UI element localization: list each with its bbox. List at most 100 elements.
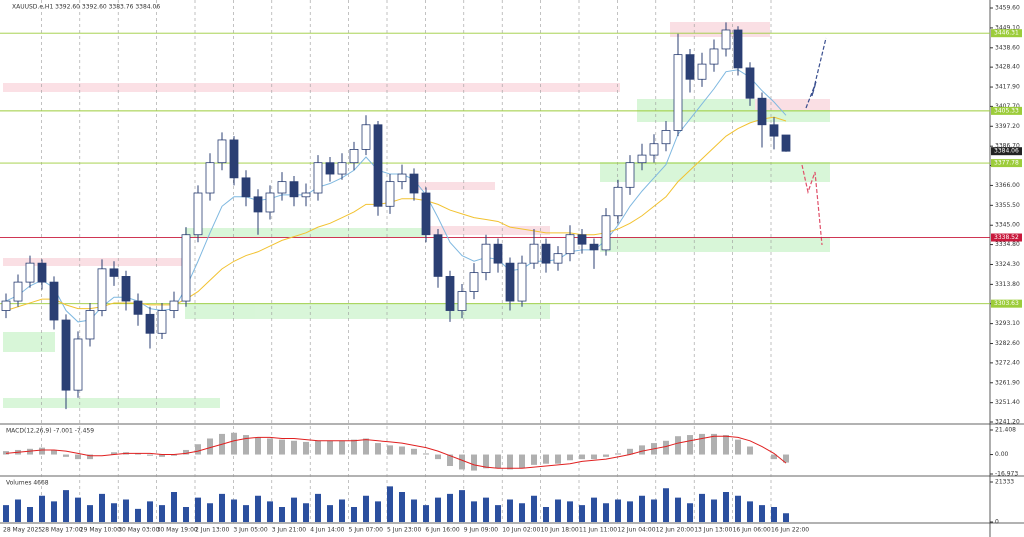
macd-bar [291,440,297,455]
macd-bar [27,448,33,455]
macd-bar [447,454,453,467]
x-tick-label: 11 Jun 11:00 [579,527,617,534]
volume-bar [195,497,201,522]
y-tick-label: 3293.10 [995,320,1020,327]
volume-bar [567,501,573,522]
volume-bar [111,503,117,522]
volume-bar [675,497,681,522]
volume-bar [687,503,693,522]
volume-bar [123,499,129,522]
volume-bar [783,513,789,522]
volume-bar [627,501,633,522]
volume-bar [711,499,717,522]
level-label-box [991,159,1022,168]
x-tick-label: 9 Jun 09:00 [464,527,498,534]
candle-body [229,139,239,179]
candle-body [637,154,647,164]
candle-body [457,291,467,311]
volume-bar [315,493,321,522]
level-label-box [991,29,1022,38]
macd-bar [747,446,753,455]
candle-body [421,192,431,236]
projection-up [805,37,827,109]
macd-bar [531,454,537,465]
volume-bar [495,505,501,522]
candle-body [169,300,179,311]
price-label-box [991,147,1022,156]
macd-bar [339,440,345,455]
candle-body [661,130,671,145]
x-tick-label: 3 Jun 21:00 [272,527,306,534]
x-tick-label: 5 Jun 23:00 [387,527,421,534]
macd-bar [567,454,573,461]
x-tick-label: 10 Jun 02:00 [502,527,540,534]
volume-bar [579,505,585,522]
macd-signal [5,435,787,469]
volume-bar [51,501,57,522]
volume-bar [363,495,369,522]
x-tick-label: 30 May 19:00 [157,527,198,534]
volume-bar [723,491,729,522]
macd-bar [663,440,669,455]
candle-body [673,54,683,131]
macd-bar [363,438,369,455]
x-tick-label: 28 May 17:00 [41,527,82,534]
macd-bar [735,439,741,455]
macd-bar [603,454,609,457]
candle-body [541,243,551,264]
volume-bar [255,495,261,522]
candle-body [517,262,527,302]
candle-body [433,234,443,277]
candle-body [373,124,383,207]
level-label: 3446.31 [994,30,1019,37]
level-label: 3338.52 [994,234,1019,241]
volume-bar [651,499,657,522]
volume-bar [207,503,213,522]
volume-bar [483,497,489,522]
x-tick-label: 16 Jun 06:00 [733,527,771,534]
volume-bar [39,495,45,522]
candle-body [241,177,251,198]
x-tick-label: 13 Jun 13:00 [694,527,732,534]
candle-body [121,276,131,302]
volume-bar [639,495,645,522]
candle-body [745,67,755,99]
projection-down [801,164,823,246]
macd-bar [399,446,405,455]
candle-body [133,300,143,315]
volume-bar [759,505,765,522]
level-label: 3377.78 [994,160,1019,167]
volume-bar [735,495,741,522]
zone [600,237,830,252]
volume-bar [519,503,525,522]
y-tick-label: 3241.20 [995,419,1020,426]
volume-bar [555,499,561,522]
macd-bar [675,436,681,455]
candle-body [49,281,59,321]
macd-bar [63,454,69,457]
x-tick-label: 3 Jun 05:00 [233,527,267,534]
volume-bar [27,506,33,522]
candle-body [553,253,563,264]
candle-body [649,143,659,156]
candle-body [301,192,311,198]
candle-body [277,181,287,194]
candle-body [445,276,455,311]
candle-body [589,243,599,251]
moving-average [5,69,787,323]
y-tick-label: 3417.90 [995,84,1020,91]
y-tick-label: 3313.80 [995,281,1020,288]
macd-bar [435,454,441,460]
candle-body [217,139,227,164]
macd-bar [183,449,189,455]
candle-body [13,281,23,302]
candle-body [625,162,635,188]
candle-body [349,149,359,164]
candle-body [1,300,11,311]
macd-bar [147,454,153,456]
y-tick-label: 3355.50 [995,202,1020,209]
level-label: 3303.63 [994,300,1019,307]
y-tick-label: 3438.60 [995,44,1020,51]
macd-bar [39,447,45,455]
volume-bar [99,493,105,522]
